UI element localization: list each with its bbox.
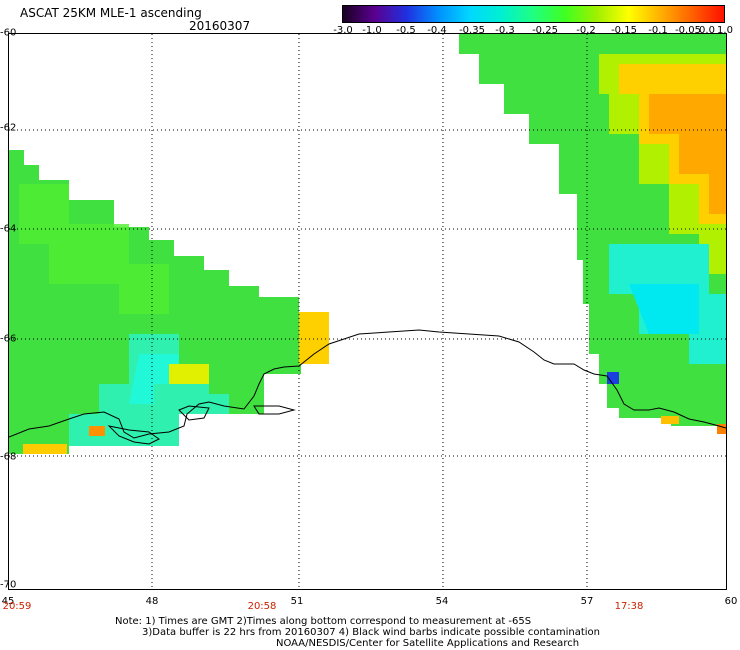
x-tick-label: 54: [435, 596, 449, 607]
note-line-2: 3)Data buffer is 22 hrs from 20160307 4)…: [142, 627, 600, 638]
note-line-3: NOAA/NESDIS/Center for Satellite Applica…: [276, 638, 580, 649]
x-tick-label: 51: [290, 596, 304, 607]
data-overlay-left: [9, 150, 329, 454]
y-tick-label: -68: [0, 451, 17, 463]
colorbar-label: -0.5: [396, 25, 416, 36]
data-overlay-right: [459, 34, 726, 434]
coastline: [9, 329, 726, 445]
colorbar: [342, 5, 725, 23]
y-tick-label: -62: [0, 122, 17, 134]
x-tick-label: 57: [580, 596, 594, 607]
grid-lines: [9, 34, 726, 589]
colorbar-label: -1.0: [362, 25, 382, 36]
x-tick-label: 48: [145, 596, 159, 607]
colorbar-label: -0.25: [532, 25, 558, 36]
colorbar-label: 1.0: [717, 25, 733, 36]
map-canvas: [9, 34, 726, 589]
colorbar-labels: -3.0 -1.0 -0.5 -0.4 -0.35 -0.3 -0.25 -0.…: [330, 25, 740, 39]
y-tick-label: -66: [0, 333, 17, 345]
time-label: 17:38: [614, 601, 644, 612]
time-label: 20:59: [2, 601, 32, 612]
colorbar-label: -0.15: [611, 25, 637, 36]
colorbar-label: -0.05: [675, 25, 701, 36]
colorbar-label: -0.1: [648, 25, 668, 36]
note-line-1: Note: 1) Times are GMT 2)Times along bot…: [115, 616, 532, 627]
x-tick-label: 60: [724, 596, 738, 607]
x-tick-label: 45: [1, 596, 15, 607]
colorbar-label: -3.0: [333, 25, 353, 36]
y-tick-label: -70: [0, 579, 17, 591]
colorbar-label: 0.0: [699, 25, 715, 36]
y-tick-label: -64: [0, 223, 17, 235]
map-date: 20160307: [189, 19, 251, 33]
y-tick-label: -60: [0, 27, 17, 39]
colorbar-label: -0.4: [427, 25, 447, 36]
time-label: 20:58: [247, 601, 277, 612]
colorbar-label: -0.3: [495, 25, 515, 36]
map-panel: [8, 33, 727, 590]
colorbar-label: -0.2: [576, 25, 596, 36]
colorbar-label: -0.35: [459, 25, 485, 36]
map-title: ASCAT 25KM MLE-1 ascending: [20, 6, 202, 20]
